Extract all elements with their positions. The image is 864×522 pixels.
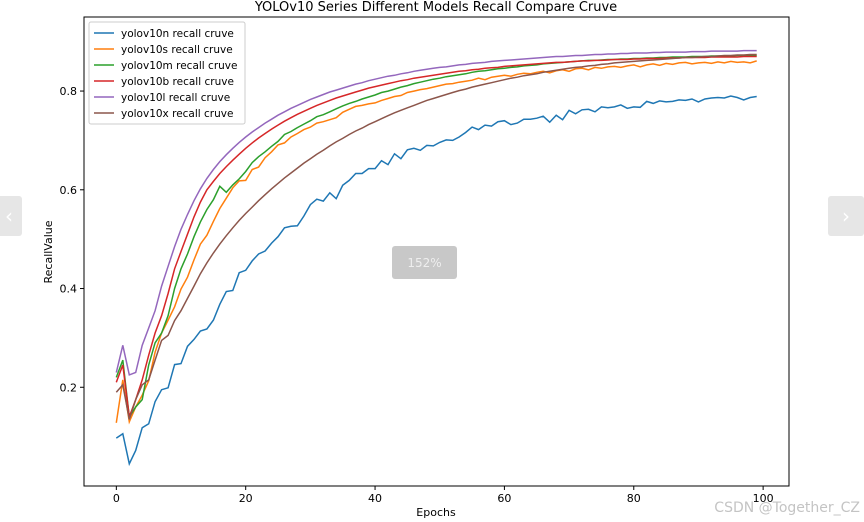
previous-image-button[interactable]: ‹ [0, 196, 22, 236]
series-line-1 [115, 60, 757, 425]
legend-label: yolov10l recall cruve [121, 92, 230, 104]
chart-title: YOLOv10 Series Different Models Recall C… [254, 0, 617, 15]
x-tick-label: 0 [113, 492, 120, 505]
y-tick-label: 0.8 [60, 85, 78, 98]
x-tick-label: 40 [368, 492, 382, 505]
legend-label: yolov10x recall cruve [121, 108, 233, 120]
chart-legend: yolov10n recall cruve yolov10s recall cru… [88, 21, 246, 125]
next-image-button[interactable]: › [828, 196, 864, 236]
watermark-text: CSDN @Together_CZ [714, 500, 860, 516]
x-tick-label: 100 [753, 492, 774, 505]
legend-label: yolov10n recall cruve [121, 28, 234, 40]
x-tick-label: 60 [497, 492, 511, 505]
series-layer [115, 49, 757, 467]
legend-label: yolov10m recall cruve [121, 60, 237, 72]
y-tick-label: 0.4 [60, 283, 78, 296]
series-line-4 [115, 49, 757, 376]
plot-area [83, 16, 790, 487]
x-tick-label: 80 [627, 492, 641, 505]
series-line-0 [115, 95, 757, 467]
y-tick-label: 0.6 [60, 184, 78, 197]
zoom-level-badge: 152% [392, 246, 457, 279]
chevron-right-icon: › [842, 204, 850, 228]
axes-layer: 0 20 40 60 80 100 0.2 0.4 0.6 0.8 [60, 85, 774, 505]
chevron-left-icon: ‹ [5, 204, 13, 228]
series-line-3 [115, 55, 757, 418]
legend-label: yolov10s recall cruve [121, 44, 233, 56]
x-axis-label: Epochs [416, 506, 456, 519]
y-axis-label: RecallValue [42, 220, 55, 283]
legend-box [88, 21, 246, 125]
series-line-5 [115, 53, 757, 420]
y-tick-label: 0.2 [60, 381, 78, 394]
x-tick-label: 20 [239, 492, 253, 505]
legend-label: yolov10b recall cruve [121, 76, 234, 88]
